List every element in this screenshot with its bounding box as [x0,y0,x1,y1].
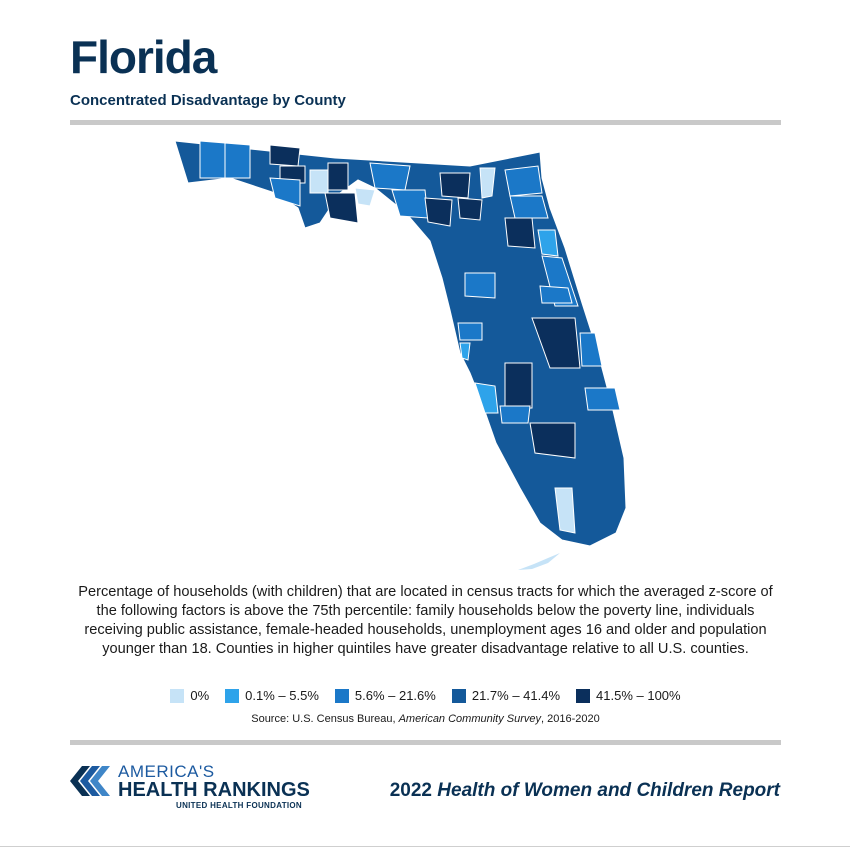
legend-swatch [334,688,349,703]
county [457,197,483,221]
map-description: Percentage of households (with children)… [78,584,773,657]
source-suffix: , 2016-2020 [541,713,600,725]
legend-item: 5.6% – 21.6% [334,688,436,703]
legend-swatch [225,688,240,703]
bottom-divider [70,740,781,745]
county [354,187,376,207]
legend-label: 0% [190,688,210,703]
florida-keys [518,553,560,570]
county [504,362,533,409]
legend-label: 0.1% – 5.5% [245,688,319,703]
legend-swatch [576,688,591,703]
map-legend: 0% 0.1% – 5.5% 5.6% – 21.6% 21.7% – 41.4… [70,688,781,703]
county [539,285,573,304]
report-name: Health of Women and Children Report [437,780,780,801]
county [391,189,429,219]
logo-line-health-rankings: HEALTH RANKINGS [118,779,310,801]
county [529,422,576,459]
county [509,195,549,219]
county [584,387,621,411]
page-subtitle: Concentrated Disadvantage by County [70,92,346,109]
county [579,332,603,367]
page-bottom-border [0,846,850,847]
county [504,165,543,197]
county [269,144,301,167]
county [531,317,581,369]
legend-label: 21.7% – 41.4% [471,688,561,703]
source-prefix: Source: U.S. Census Bureau, [251,713,399,725]
county [424,197,453,227]
county [464,272,496,299]
county [554,487,576,534]
county [324,192,359,224]
source-title: American Community Survey [398,713,542,725]
county [369,162,411,191]
county [504,217,536,249]
legend-swatch [170,688,185,703]
ahr-logo: AMERICA'S HEALTH RANKINGS UNITED HEALTH … [68,760,318,812]
top-divider [70,120,781,125]
logo-line-americas: AMERICA'S [118,762,215,781]
logo-line-foundation: UNITED HEALTH FOUNDATION [176,801,303,810]
county [269,177,301,207]
legend-item: 21.7% – 41.4% [451,688,561,703]
florida-county-map [174,140,627,570]
page-title: Florida [70,31,217,83]
county [309,169,329,194]
county [439,172,471,199]
ahr-logo-icon [70,766,110,796]
report-title: 2022 Health of Women and Children Report [390,780,780,802]
county [499,405,531,424]
legend-label: 41.5% – 100% [596,688,681,703]
county [457,322,483,341]
legend-swatch [451,688,466,703]
legend-label: 5.6% – 21.6% [354,688,436,703]
county [474,382,499,414]
legend-item: 41.5% – 100% [576,688,681,703]
county [479,167,496,199]
county [224,142,251,179]
legend-item: 0.1% – 5.5% [225,688,319,703]
report-year: 2022 [389,780,432,801]
source-citation: Source: U.S. Census Bureau, American Com… [70,713,781,725]
county [537,229,559,257]
county [199,140,226,179]
county [327,162,349,191]
county [459,342,471,361]
legend-item: 0% [170,688,209,703]
